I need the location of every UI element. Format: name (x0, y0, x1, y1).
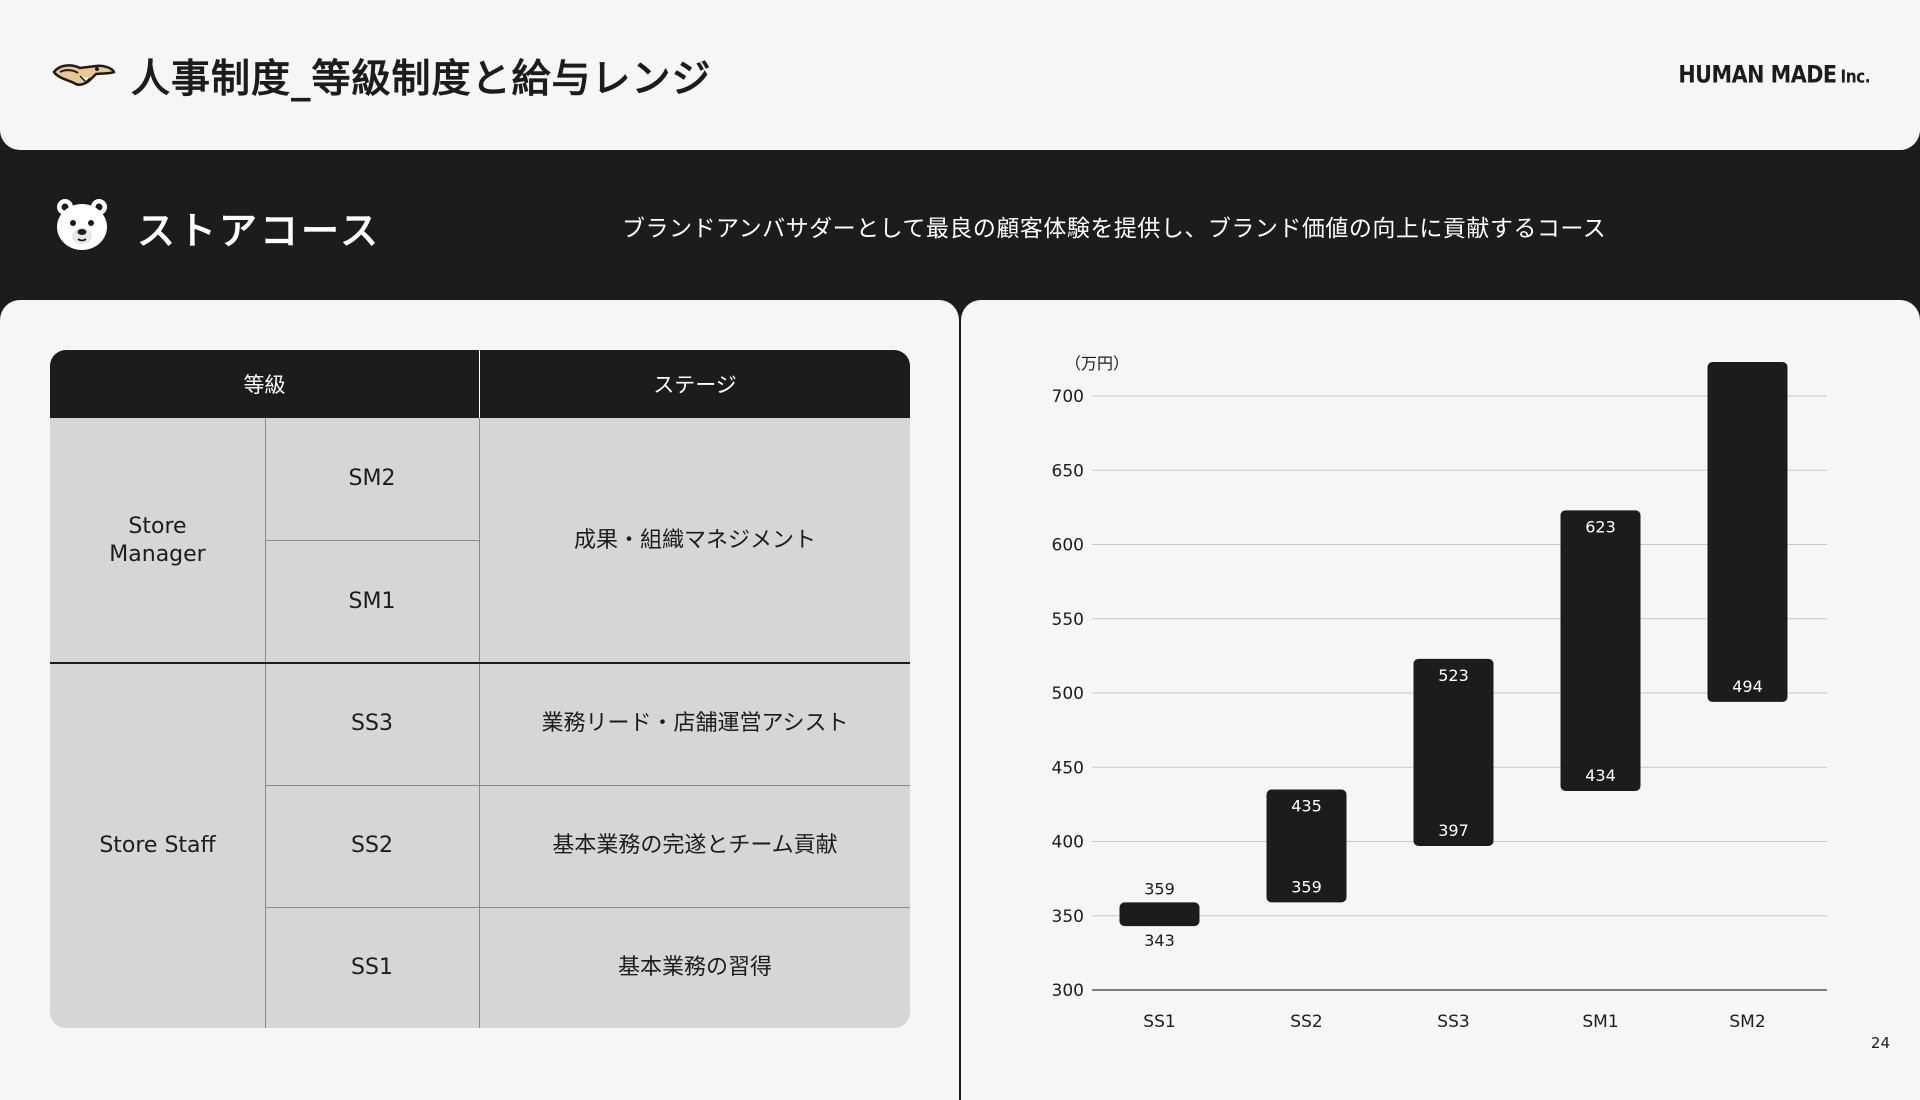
table-divider (265, 418, 266, 1028)
group-divider (50, 662, 910, 664)
y-tick-label: 300 (1052, 981, 1084, 1001)
range-bar-sm2 (1707, 362, 1788, 702)
grade-table: 等級 ステージ Store Manager SM2 SM1 成果・組織マネジメン… (50, 350, 910, 1028)
data-label-high: 435 (1291, 797, 1322, 816)
grade-ss3: SS3 (351, 711, 393, 736)
data-label-low: 434 (1585, 766, 1616, 785)
data-label-low: 494 (1732, 677, 1763, 696)
stage-sm: 成果・組織マネジメント (573, 527, 816, 553)
range-bar-sm1 (1560, 510, 1641, 792)
x-tick-label: SS3 (1437, 1012, 1469, 1032)
header-divider (479, 350, 480, 418)
brand-logo: HUMAN MADE Inc. (1678, 61, 1870, 88)
table-divider (265, 907, 910, 908)
course-description: ブランドアンバサダーとして最良の顧客体験を提供し、ブランド価値の向上に貢献するコ… (622, 216, 1607, 242)
x-tick-label: SM1 (1582, 1012, 1618, 1032)
y-tick-label: 450 (1052, 758, 1084, 778)
page-number: 24 (1870, 1034, 1890, 1052)
table-divider (265, 540, 479, 541)
stage-ss2: 基本業務の完遂とチーム貢献 (552, 833, 838, 858)
y-tick-label: 700 (1052, 387, 1084, 407)
y-tick-label: 500 (1052, 684, 1084, 704)
grade-ss2: SS2 (351, 833, 393, 858)
x-tick-label: SM2 (1729, 1012, 1765, 1032)
range-bar-ss1 (1119, 902, 1200, 927)
polar-bear-icon (57, 199, 107, 250)
y-tick-label: 550 (1052, 610, 1084, 630)
table-header-stage: ステージ (480, 350, 910, 418)
y-tick-label: 600 (1052, 536, 1084, 556)
data-label-high: 523 (1438, 666, 1469, 685)
data-label-low: 343 (1144, 931, 1175, 950)
y-tick-label: 650 (1052, 461, 1084, 481)
group-label-store-manager: Store Manager (109, 513, 206, 567)
course-title: ストアコース (137, 209, 382, 253)
grade-sm2: SM2 (348, 466, 396, 491)
data-label-high: 359 (1144, 879, 1175, 898)
range-bar-ss3 (1413, 658, 1494, 846)
y-axis-unit-label: （万円） (1065, 354, 1129, 373)
course-band (0, 150, 1920, 300)
range-bar-ss2 (1266, 789, 1347, 903)
y-tick-label: 350 (1052, 907, 1084, 927)
grade-sm1: SM1 (348, 588, 396, 614)
salary-range-chart: （万円） 300 350 400 450 500 550 600 650 700 343 359 SS1… (1052, 354, 1827, 1032)
table-divider (265, 785, 910, 786)
brand-name: HUMAN MADE (1678, 61, 1837, 89)
grade-ss1: SS1 (351, 954, 393, 980)
duck-logo-icon (52, 64, 116, 86)
brand-suffix: Inc. (1840, 66, 1871, 88)
stage-ss1: 基本業務の習得 (617, 954, 772, 980)
header: 人事制度_等級制度と給与レンジ HUMAN MADE Inc. (0, 0, 1920, 150)
table-divider (479, 418, 480, 1028)
x-tick-label: SS1 (1143, 1012, 1175, 1032)
data-label-low: 359 (1291, 877, 1322, 896)
y-tick-label: 400 (1052, 833, 1084, 853)
page-title: 人事制度_等級制度と給与レンジ (131, 57, 712, 102)
data-label-high: 623 (1585, 517, 1616, 536)
stage-ss3: 業務リード・店舗運営アシスト (541, 711, 849, 736)
data-label-low: 397 (1438, 821, 1469, 840)
x-tick-label: SS2 (1290, 1012, 1322, 1032)
group-label-store-staff: Store Staff (99, 832, 216, 858)
table-header-grade: 等級 (50, 350, 479, 418)
